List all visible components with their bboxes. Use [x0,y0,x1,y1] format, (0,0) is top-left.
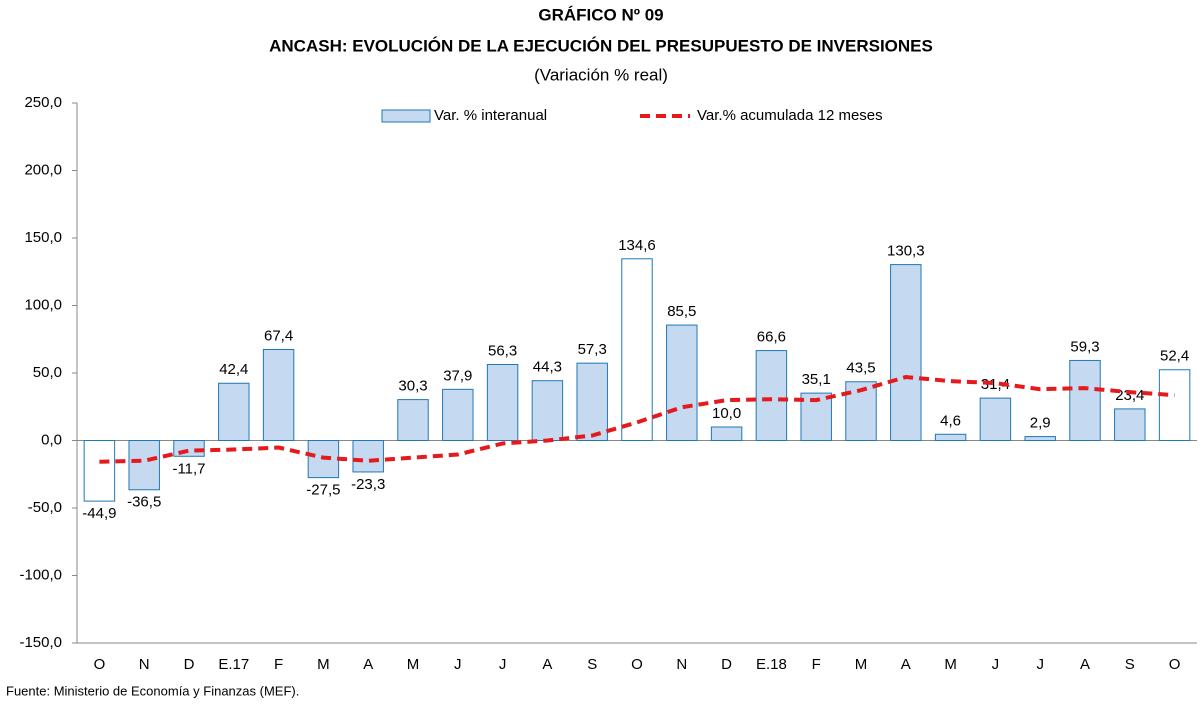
x-tick-label: E.18 [756,656,787,673]
bar [979,397,1012,441]
value-label: 44,3 [533,359,562,376]
y-tick-label: 250,0 [24,94,62,111]
value-label: 134,6 [618,237,656,254]
x-tick-label: A [542,656,552,673]
source: Fuente: Ministerio de Economía y Finanza… [6,683,299,698]
value-label: 52,4 [1160,348,1189,365]
value-label: 43,5 [846,360,875,377]
x-tick-label: O [94,656,106,673]
bar [442,388,474,441]
x-tick-label: O [631,656,643,673]
value-label: 42,4 [219,361,248,378]
x-tick-label: J [499,656,507,673]
value-label: -44,9 [82,505,116,522]
x-tick-label: S [1125,656,1135,673]
bar [397,399,429,441]
x-tick-label: M [944,656,957,673]
value-label: 23,4 [1115,387,1144,404]
value-label: 56,3 [488,342,517,359]
x-tick-label: A [363,656,373,673]
x-tick-label: E.17 [218,656,249,673]
value-label: -27,5 [306,482,340,499]
x-tick-label: M [855,656,868,673]
chart-subtitle: ANCASH: EVOLUCIÓN DE LA EJECUCIÓN DEL PR… [269,36,933,55]
bar [1158,369,1191,442]
value-label: 66,6 [757,329,786,346]
x-tick-label: N [676,656,687,673]
bar [352,440,384,473]
y-tick-label: -50,0 [28,499,62,516]
bar [1114,408,1146,442]
x-tick-label: M [317,656,330,673]
x-tick-label: D [184,656,195,673]
y-tick-label: 50,0 [33,364,62,381]
y-tick-label: 150,0 [24,229,62,246]
x-tick-label: F [274,656,283,673]
x-tick-label: A [901,656,911,673]
legend-swatch [381,109,431,123]
value-label: 85,5 [667,303,696,320]
bar [890,264,922,441]
bar [128,440,160,491]
y-tick-label: 200,0 [24,161,62,178]
bar [531,380,564,442]
chart-title: GRÁFICO Nº 09 [538,5,663,24]
y-tick-label: -150,0 [19,634,62,651]
bar [83,440,116,502]
value-label: 31,4 [981,376,1010,393]
legend-label: Var. % interanual [434,107,547,124]
value-label: 57,3 [578,341,607,358]
y-tick-label: 0,0 [41,431,62,448]
bar [621,258,653,442]
bar [755,350,788,441]
value-label: 2,9 [1030,415,1051,432]
y-tick-label: -100,0 [19,566,62,583]
x-tick-label: O [1169,656,1181,673]
value-label: 4,6 [940,412,961,429]
x-tick-label: J [1036,656,1044,673]
bar [1069,359,1101,442]
x-tick-label: J [454,656,462,673]
bar [576,362,608,441]
x-tick-label: J [992,656,1000,673]
x-tick-label: F [812,656,821,673]
bar [262,349,295,442]
x-tick-label: M [407,656,420,673]
value-label: -23,3 [351,476,385,493]
value-label: 67,4 [264,327,293,344]
legend-label: Var.% acumulada 12 meses [697,107,883,124]
bar [934,433,967,442]
bar [218,382,250,442]
y-tick-label: 100,0 [24,296,62,313]
value-label: 130,3 [887,243,925,260]
value-label: -11,7 [172,460,205,477]
bar [666,324,698,442]
line [99,375,1175,464]
bar [710,426,743,441]
unit-note: (Variación % real) [534,65,668,84]
value-label: 35,1 [802,371,831,388]
value-label: 10,0 [712,405,741,422]
value-label: 37,9 [443,367,472,384]
bar [486,363,519,441]
x-tick-label: S [587,656,597,673]
value-label: 59,3 [1070,338,1099,355]
x-tick-label: N [139,656,150,673]
x-tick-label: A [1080,656,1090,673]
x-tick-label: D [721,656,732,673]
value-label: 30,3 [398,378,427,395]
bar [1024,436,1056,441]
value-label: -36,5 [127,494,161,511]
